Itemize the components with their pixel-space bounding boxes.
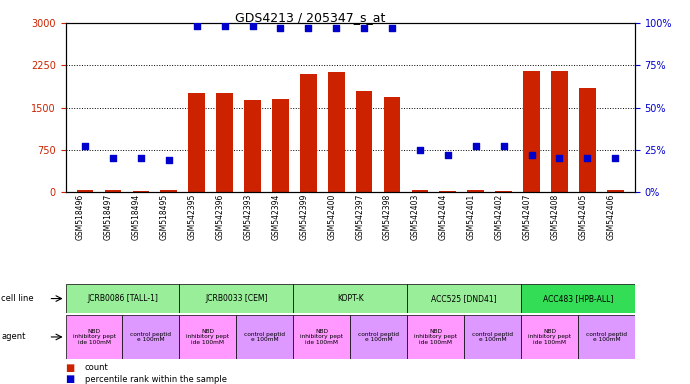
Bar — [66, 284, 179, 313]
Text: ■: ■ — [66, 374, 75, 384]
Bar — [244, 99, 261, 192]
Point — [135, 155, 146, 161]
Text: JCRB0086 [TALL-1]: JCRB0086 [TALL-1] — [87, 294, 158, 303]
Text: NBD
inhibitory pept
ide 100mM: NBD inhibitory pept ide 100mM — [186, 329, 229, 345]
Text: control peptid
e 100mM: control peptid e 100mM — [358, 331, 399, 343]
Text: GSM542393: GSM542393 — [244, 194, 253, 240]
Bar — [579, 88, 595, 192]
Point — [582, 155, 593, 161]
Bar — [300, 74, 317, 192]
Point — [554, 155, 565, 161]
Bar — [351, 315, 407, 359]
Point — [108, 155, 119, 161]
Text: GSM542397: GSM542397 — [355, 194, 364, 240]
Point — [442, 152, 453, 158]
Bar — [179, 315, 237, 359]
Text: JCRB0033 [CEM]: JCRB0033 [CEM] — [205, 294, 268, 303]
Text: GSM542395: GSM542395 — [188, 194, 197, 240]
Text: GSM518497: GSM518497 — [104, 194, 113, 240]
Text: GSM542404: GSM542404 — [439, 194, 448, 240]
Bar — [578, 315, 635, 359]
Text: GSM542408: GSM542408 — [551, 194, 560, 240]
Text: GSM542406: GSM542406 — [607, 194, 615, 240]
Text: percentile rank within the sample: percentile rank within the sample — [85, 375, 227, 384]
Bar — [216, 93, 233, 192]
Point — [526, 152, 537, 158]
Point — [359, 25, 370, 31]
Bar — [293, 315, 351, 359]
Bar — [161, 190, 177, 192]
Text: GSM542394: GSM542394 — [271, 194, 280, 240]
Text: control peptid
e 100mM: control peptid e 100mM — [472, 331, 513, 343]
Text: agent: agent — [1, 333, 26, 341]
Text: GSM542407: GSM542407 — [522, 194, 531, 240]
Text: count: count — [85, 363, 108, 372]
Text: NBD
inhibitory pept
ide 100mM: NBD inhibitory pept ide 100mM — [300, 329, 343, 345]
Text: GSM518496: GSM518496 — [76, 194, 85, 240]
Point — [386, 25, 397, 31]
Point — [79, 143, 90, 149]
Text: KOPT-K: KOPT-K — [337, 294, 364, 303]
Text: cell line: cell line — [1, 294, 34, 303]
Text: ■: ■ — [66, 363, 75, 373]
Bar — [123, 315, 179, 359]
Point — [610, 155, 621, 161]
Bar — [521, 315, 578, 359]
Point — [164, 157, 175, 163]
Text: NBD
inhibitory pept
ide 100mM: NBD inhibitory pept ide 100mM — [414, 329, 457, 345]
Bar — [523, 71, 540, 192]
Text: control peptid
e 100mM: control peptid e 100mM — [586, 331, 627, 343]
Text: control peptid
e 100mM: control peptid e 100mM — [244, 331, 285, 343]
Bar — [521, 284, 635, 313]
Bar — [464, 315, 521, 359]
Text: GSM518495: GSM518495 — [160, 194, 169, 240]
Bar — [77, 190, 93, 192]
Point — [331, 25, 342, 31]
Text: GSM542402: GSM542402 — [495, 194, 504, 240]
Point — [247, 23, 258, 30]
Bar — [356, 91, 373, 192]
Point — [219, 23, 230, 30]
Bar — [272, 99, 289, 192]
Bar — [179, 284, 293, 313]
Bar — [66, 315, 123, 359]
Bar — [411, 190, 428, 192]
Bar — [440, 190, 456, 192]
Text: GSM542399: GSM542399 — [299, 194, 308, 240]
Text: GSM542405: GSM542405 — [578, 194, 587, 240]
Point — [470, 143, 481, 149]
Bar — [188, 93, 205, 192]
Bar — [132, 190, 149, 192]
Text: GDS4213 / 205347_s_at: GDS4213 / 205347_s_at — [235, 12, 386, 25]
Text: control peptid
e 100mM: control peptid e 100mM — [130, 331, 171, 343]
Text: GSM542401: GSM542401 — [466, 194, 475, 240]
Point — [415, 147, 426, 153]
Point — [275, 25, 286, 31]
Text: GSM542403: GSM542403 — [411, 194, 420, 240]
Text: GSM542400: GSM542400 — [327, 194, 336, 240]
Bar — [407, 315, 464, 359]
Bar — [293, 284, 407, 313]
Bar — [407, 284, 521, 313]
Bar — [384, 98, 400, 192]
Point — [498, 143, 509, 149]
Text: GSM542398: GSM542398 — [383, 194, 392, 240]
Text: GSM542396: GSM542396 — [215, 194, 225, 240]
Bar — [105, 190, 121, 192]
Bar — [551, 71, 568, 192]
Point — [191, 23, 202, 30]
Text: ACC483 [HPB-ALL]: ACC483 [HPB-ALL] — [543, 294, 613, 303]
Text: NBD
inhibitory pept
ide 100mM: NBD inhibitory pept ide 100mM — [528, 329, 571, 345]
Text: ACC525 [DND41]: ACC525 [DND41] — [431, 294, 497, 303]
Bar — [328, 72, 344, 192]
Bar — [495, 190, 512, 192]
Bar — [467, 190, 484, 192]
Text: GSM518494: GSM518494 — [132, 194, 141, 240]
Bar — [237, 315, 293, 359]
Point — [303, 25, 314, 31]
Bar — [607, 190, 624, 192]
Text: NBD
inhibitory pept
ide 100mM: NBD inhibitory pept ide 100mM — [72, 329, 115, 345]
